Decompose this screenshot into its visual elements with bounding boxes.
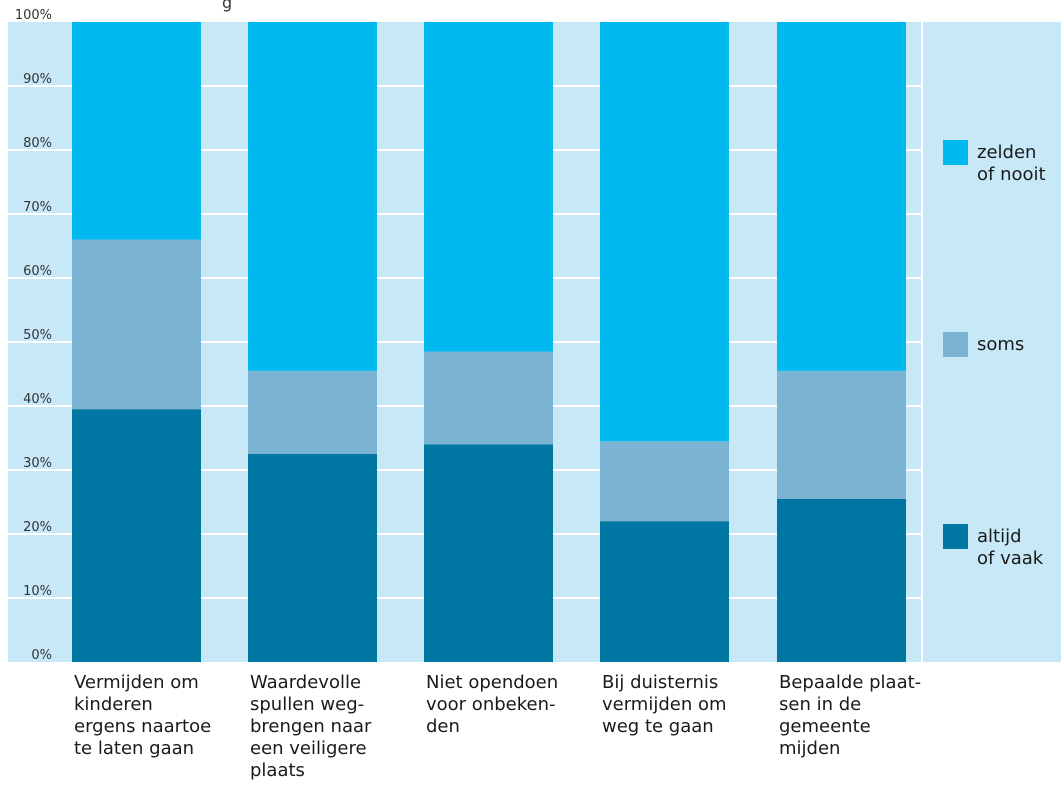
x-category-label-line: een veiligere [250, 738, 367, 759]
x-category-label: Waardevolle spullen weg-brengen naar een v… [250, 672, 372, 781]
x-category-label-line: Bepaalde plaat- [779, 672, 921, 693]
bar-segment [248, 454, 377, 662]
legend-swatch [943, 524, 968, 549]
x-category-label: Vermijden om kinderen ergens naartoe te lat… [74, 672, 211, 759]
x-category-label-line: kinderen [74, 694, 153, 715]
top-label-fragment: g [222, 0, 232, 12]
y-tick-label: 0% [31, 648, 52, 663]
bar-segment [248, 370, 377, 454]
x-category-label-line: Waardevolle [250, 672, 361, 693]
bar-segment [424, 351, 553, 445]
legend-label-line: of vaak [977, 548, 1044, 569]
x-category-label-line: plaats [250, 760, 305, 781]
x-category-label-line: sen in de [779, 694, 861, 715]
legend-label: soms [977, 334, 1024, 355]
bar-segment [600, 441, 729, 522]
y-axis: 0% 10% 20% 30% 40% 50% 60% 70% 80% 90% 100% [15, 8, 52, 663]
bar-segment [424, 444, 553, 662]
bar-segment [72, 22, 201, 240]
y-tick-label: 60% [23, 264, 52, 279]
x-category-label-line: Niet opendoen [426, 672, 558, 693]
bar-segment [424, 22, 553, 352]
bar-segment [248, 22, 377, 371]
legend-swatch [943, 140, 968, 165]
bar-segment [600, 22, 729, 442]
y-tick-label: 20% [23, 520, 52, 535]
bars [72, 22, 906, 662]
bar-segment [777, 22, 906, 371]
legend: zelden of nooit soms altijd of vaak [943, 140, 1046, 569]
x-category-label: Bij duisternis vermijden om weg te gaan [602, 672, 727, 737]
bar-segment [600, 521, 729, 662]
legend-label-line: of nooit [977, 164, 1046, 185]
x-category-label-line: ergens naartoe [74, 716, 211, 737]
legend-label: zelden of nooit [977, 142, 1046, 185]
bar-segment [777, 498, 906, 662]
x-category-label-line: brengen naar [250, 716, 372, 737]
y-tick-label: 90% [23, 72, 52, 87]
x-category-label-line: te laten gaan [74, 738, 194, 759]
x-category-label: Bepaalde plaat-sen in de gemeente mijden [779, 672, 921, 759]
legend-label-line: zelden [977, 142, 1036, 163]
y-tick-label: 40% [23, 392, 52, 407]
x-category-label-line: Vermijden om [74, 672, 199, 693]
y-tick-label: 70% [23, 200, 52, 215]
x-category-label-line: mijden [779, 738, 840, 759]
legend-swatch [943, 332, 968, 357]
y-tick-label: 30% [23, 456, 52, 471]
y-tick-label: 10% [23, 584, 52, 599]
x-category-label-line: voor onbeken- [426, 694, 555, 715]
x-category-label-line: spullen weg- [250, 694, 364, 715]
x-category-label-line: den [426, 716, 460, 737]
bar-segment [777, 370, 906, 499]
legend-label-line: altijd [977, 526, 1022, 547]
x-category-label-line: Bij duisternis [602, 672, 718, 693]
x-category-label-line: gemeente [779, 716, 871, 737]
bar-segment [72, 239, 201, 410]
y-tick-label: 50% [23, 328, 52, 343]
x-category-label-line: weg te gaan [602, 716, 714, 737]
bar-segment [72, 409, 201, 662]
legend-label: altijd of vaak [977, 526, 1044, 569]
y-tick-label: 100% [15, 8, 52, 23]
x-axis: Vermijden om kinderen ergens naartoe te lat… [74, 672, 921, 781]
x-category-label: Niet opendoen voor onbeken-den [426, 672, 558, 737]
legend-label-line: soms [977, 334, 1024, 355]
y-tick-label: 80% [23, 136, 52, 151]
x-category-label-line: vermijden om [602, 694, 727, 715]
